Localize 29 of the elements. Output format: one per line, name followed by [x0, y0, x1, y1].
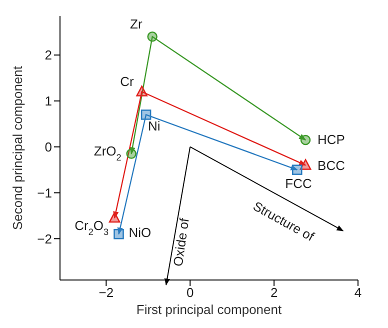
point	[140, 110, 152, 120]
annotation: Oxide of	[170, 216, 192, 268]
point	[136, 86, 148, 96]
y-tick-label: 0	[44, 139, 52, 154]
point	[292, 164, 302, 175]
y-tick-label: −2	[37, 231, 52, 246]
point	[108, 212, 120, 223]
y-tick-label: 2	[44, 48, 52, 63]
x-tick-label: −2	[98, 285, 114, 300]
y-axis-title: Second principal component	[10, 66, 25, 230]
x-tick-label: 4	[354, 285, 362, 300]
annotation: NiO	[128, 225, 152, 240]
point	[147, 32, 158, 42]
annotation: FCC	[285, 176, 312, 191]
y-tick-label: −1	[37, 185, 52, 200]
annotation: ZrO$_{2}$	[94, 144, 122, 163]
x-axis-title: First principal component	[136, 302, 282, 317]
point	[114, 228, 124, 240]
annotation: BCC	[318, 158, 345, 174]
annotation: Ni	[148, 118, 160, 134]
y-tick-label: 1	[44, 94, 52, 109]
annotation: Zr	[130, 16, 143, 32]
annotation: Cr	[120, 74, 135, 89]
annotation: Cr$_{2}$O$_{3}$	[74, 218, 109, 238]
annotation: HCP	[318, 132, 345, 147]
x-tick-label: 2	[270, 285, 278, 300]
point	[126, 148, 136, 159]
x-tick-label: 0	[186, 285, 194, 300]
point	[300, 134, 311, 146]
